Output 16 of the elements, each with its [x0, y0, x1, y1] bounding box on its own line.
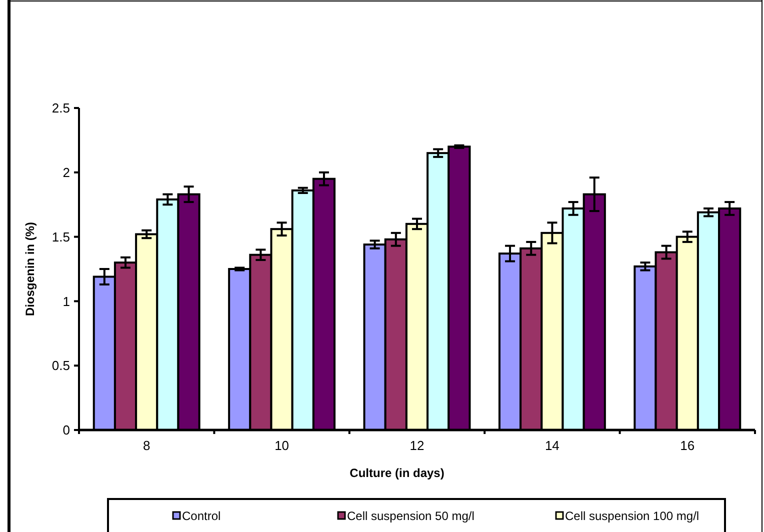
x-tick-label: 12 [410, 438, 424, 453]
x-axis-title: Culture (in days) [350, 466, 444, 480]
y-tick-label: 0.5 [52, 358, 70, 374]
y-axis-title: Diosgenin in (%) [23, 222, 37, 316]
y-tick-label: 0 [62, 422, 70, 438]
y-tick-label: 1.5 [52, 229, 70, 244]
x-tick-label: 14 [544, 438, 560, 453]
y-tick-label: 2 [62, 164, 70, 180]
x-tick-label: 10 [274, 438, 290, 453]
y-tick-label: 2.5 [52, 100, 70, 116]
x-tick-label: 8 [142, 438, 150, 453]
legend-label: Cell suspension 50 mg/l [347, 509, 474, 523]
y-tick-label: 1 [62, 294, 70, 309]
legend-label: Control [182, 509, 221, 523]
x-tick-label: 16 [680, 438, 695, 453]
legend-label: Cell suspension 100 mg/l [565, 509, 700, 523]
